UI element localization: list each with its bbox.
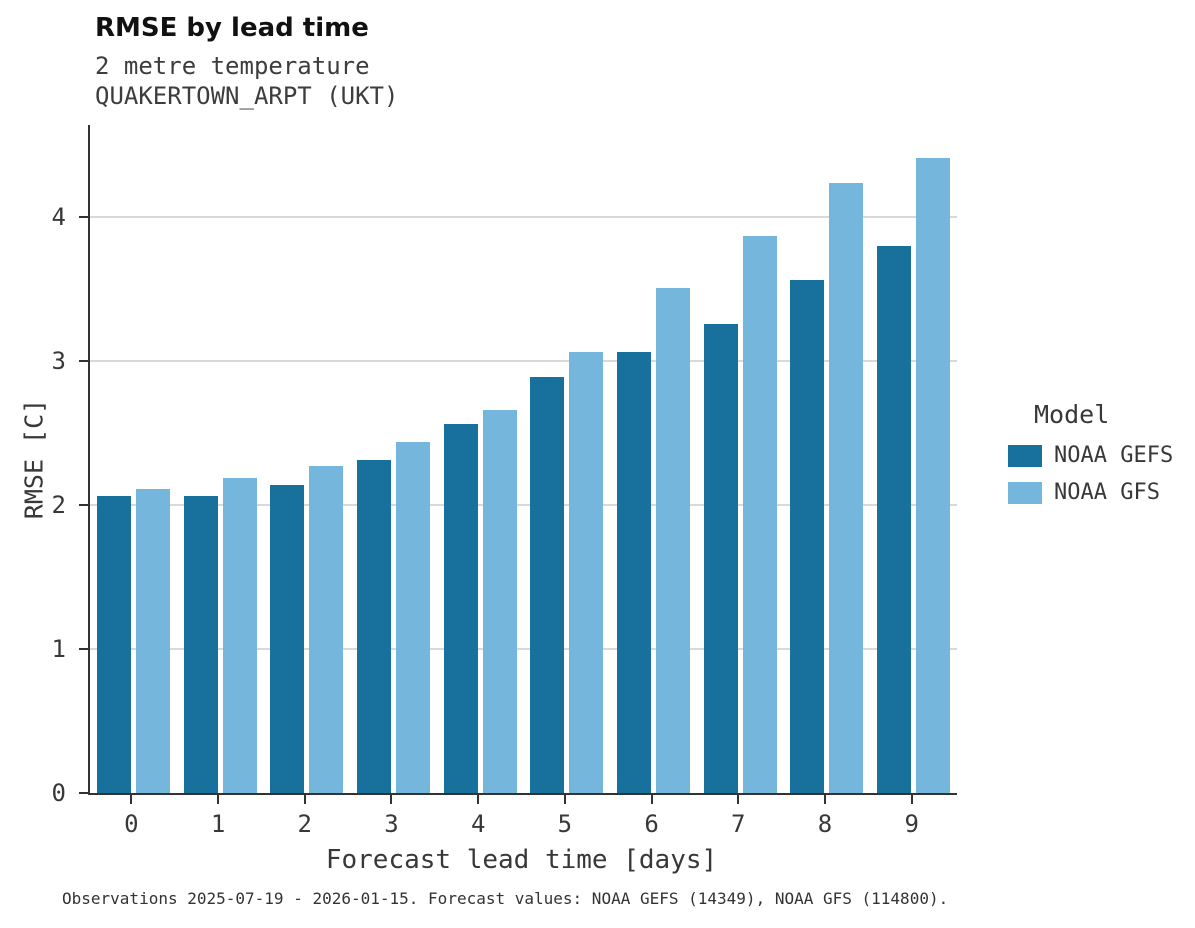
x-tick-label-3: 3 bbox=[384, 810, 399, 838]
x-axis: 0 1 2 3 4 5 6 7 8 9 bbox=[88, 795, 955, 838]
bar-noaa-gfs-day-5 bbox=[569, 352, 604, 793]
y-tick-mark-2 bbox=[79, 504, 88, 507]
x-tick-cell-2: 2 bbox=[261, 795, 348, 838]
bars-layer bbox=[90, 125, 957, 793]
x-tick-label-2: 2 bbox=[297, 810, 312, 838]
x-tick-cell-0: 0 bbox=[88, 795, 175, 838]
bar-noaa-gfs-day-7 bbox=[742, 235, 777, 793]
x-tick-cell-9: 9 bbox=[868, 795, 955, 838]
x-tick-label-0: 0 bbox=[124, 810, 139, 838]
bar-noaa-gefs-day-4 bbox=[443, 424, 478, 793]
bar-noaa-gfs-day-2 bbox=[309, 466, 344, 793]
bar-noaa-gefs-day-3 bbox=[356, 460, 391, 793]
bar-group-day-3 bbox=[350, 125, 437, 793]
y-tick-label-0: 0 bbox=[51, 779, 66, 807]
chart-title: RMSE by lead time bbox=[95, 13, 369, 43]
y-tick-mark-4 bbox=[79, 216, 88, 219]
bar-group-day-2 bbox=[263, 125, 350, 793]
bar-noaa-gfs-day-0 bbox=[135, 489, 170, 793]
x-tick-label-4: 4 bbox=[470, 810, 486, 838]
bar-noaa-gfs-day-6 bbox=[656, 287, 691, 793]
bar-noaa-gefs-day-1 bbox=[183, 496, 218, 793]
bar-group-day-0 bbox=[90, 125, 177, 793]
y-tick-mark-3 bbox=[79, 360, 88, 363]
x-tick-mark-5 bbox=[563, 795, 566, 804]
x-tick-label-9: 9 bbox=[904, 810, 919, 838]
x-tick-mark-1 bbox=[217, 795, 220, 804]
x-tick-cell-1: 1 bbox=[175, 795, 262, 838]
bar-group-day-8 bbox=[784, 125, 871, 793]
x-tick-mark-4 bbox=[477, 795, 480, 804]
bar-noaa-gefs-day-2 bbox=[270, 484, 305, 793]
x-tick-cell-8: 8 bbox=[782, 795, 869, 838]
bar-noaa-gefs-day-5 bbox=[530, 376, 565, 793]
bar-noaa-gfs-day-1 bbox=[222, 477, 257, 793]
y-axis: 0 1 2 3 4 bbox=[0, 125, 88, 807]
bar-group-day-1 bbox=[177, 125, 264, 793]
x-tick-cell-6: 6 bbox=[608, 795, 695, 838]
plot-area bbox=[88, 125, 957, 795]
bar-noaa-gefs-day-9 bbox=[877, 245, 912, 793]
bar-noaa-gfs-day-8 bbox=[829, 182, 864, 793]
x-tick-label-7: 7 bbox=[731, 810, 746, 838]
gridline-y-4 bbox=[90, 216, 957, 219]
legend-swatch-noaa-gfs bbox=[1008, 481, 1042, 504]
legend: Model NOAA GEFS NOAA GFS bbox=[1008, 400, 1193, 517]
x-tick-label-8: 8 bbox=[817, 810, 833, 838]
x-tick-mark-9 bbox=[910, 795, 913, 804]
y-tick-label-4: 4 bbox=[51, 203, 66, 232]
bar-noaa-gefs-day-8 bbox=[790, 280, 825, 793]
bar-noaa-gefs-day-0 bbox=[96, 496, 131, 793]
legend-entries: NOAA GEFS NOAA GFS bbox=[1008, 443, 1193, 505]
x-tick-label-1: 1 bbox=[210, 810, 226, 838]
y-tick-mark-0 bbox=[79, 792, 88, 794]
bar-noaa-gfs-day-9 bbox=[916, 158, 951, 793]
legend-label-noaa-gfs: NOAA GFS bbox=[1054, 480, 1160, 505]
bar-noaa-gefs-day-6 bbox=[617, 352, 652, 793]
legend-swatch-noaa-gefs bbox=[1008, 444, 1042, 467]
y-tick-label-2: 2 bbox=[51, 491, 66, 520]
x-tick-mark-6 bbox=[650, 795, 653, 804]
bar-noaa-gfs-day-3 bbox=[395, 441, 430, 793]
x-tick-mark-2 bbox=[303, 795, 306, 804]
gridline-y-1 bbox=[90, 648, 957, 651]
bar-noaa-gfs-day-4 bbox=[482, 410, 517, 793]
chart-subtitle-station: QUAKERTOWN_ARPT (UKT) bbox=[95, 81, 399, 110]
x-tick-label-5: 5 bbox=[557, 810, 573, 838]
bar-group-day-9 bbox=[870, 125, 957, 793]
x-tick-cell-3: 3 bbox=[348, 795, 435, 838]
x-tick-label-6: 6 bbox=[644, 810, 659, 838]
x-tick-mark-8 bbox=[823, 795, 826, 804]
bar-group-day-5 bbox=[524, 125, 611, 793]
legend-entry-noaa-gfs: NOAA GFS bbox=[1008, 480, 1193, 505]
legend-label-noaa-gefs: NOAA GEFS bbox=[1054, 443, 1174, 468]
x-tick-cell-7: 7 bbox=[695, 795, 782, 838]
y-tick-label-1: 1 bbox=[51, 635, 66, 664]
bar-group-day-7 bbox=[697, 125, 784, 793]
gridline-y-3 bbox=[90, 360, 957, 363]
x-tick-cell-4: 4 bbox=[435, 795, 522, 838]
x-tick-mark-3 bbox=[390, 795, 393, 804]
caption: Observations 2025-07-19 - 2026-01-15. Fo… bbox=[62, 889, 949, 908]
chart-subtitle-variable: 2 metre temperature bbox=[95, 51, 370, 80]
y-tick-mark-1 bbox=[79, 648, 88, 651]
title-block: RMSE by lead time 2 metre temperature QU… bbox=[95, 14, 398, 111]
x-axis-label: Forecast lead time [days] bbox=[325, 845, 718, 875]
bar-group-day-6 bbox=[610, 125, 697, 793]
y-tick-label-3: 3 bbox=[51, 347, 66, 376]
gridline-y-2 bbox=[90, 504, 957, 507]
bar-noaa-gefs-day-7 bbox=[703, 323, 738, 793]
bar-group-day-4 bbox=[437, 125, 524, 793]
x-tick-cell-5: 5 bbox=[522, 795, 609, 838]
x-tick-mark-0 bbox=[130, 795, 133, 804]
x-tick-mark-7 bbox=[737, 795, 740, 804]
legend-entry-noaa-gefs: NOAA GEFS bbox=[1008, 443, 1193, 468]
legend-title: Model bbox=[1034, 400, 1110, 429]
